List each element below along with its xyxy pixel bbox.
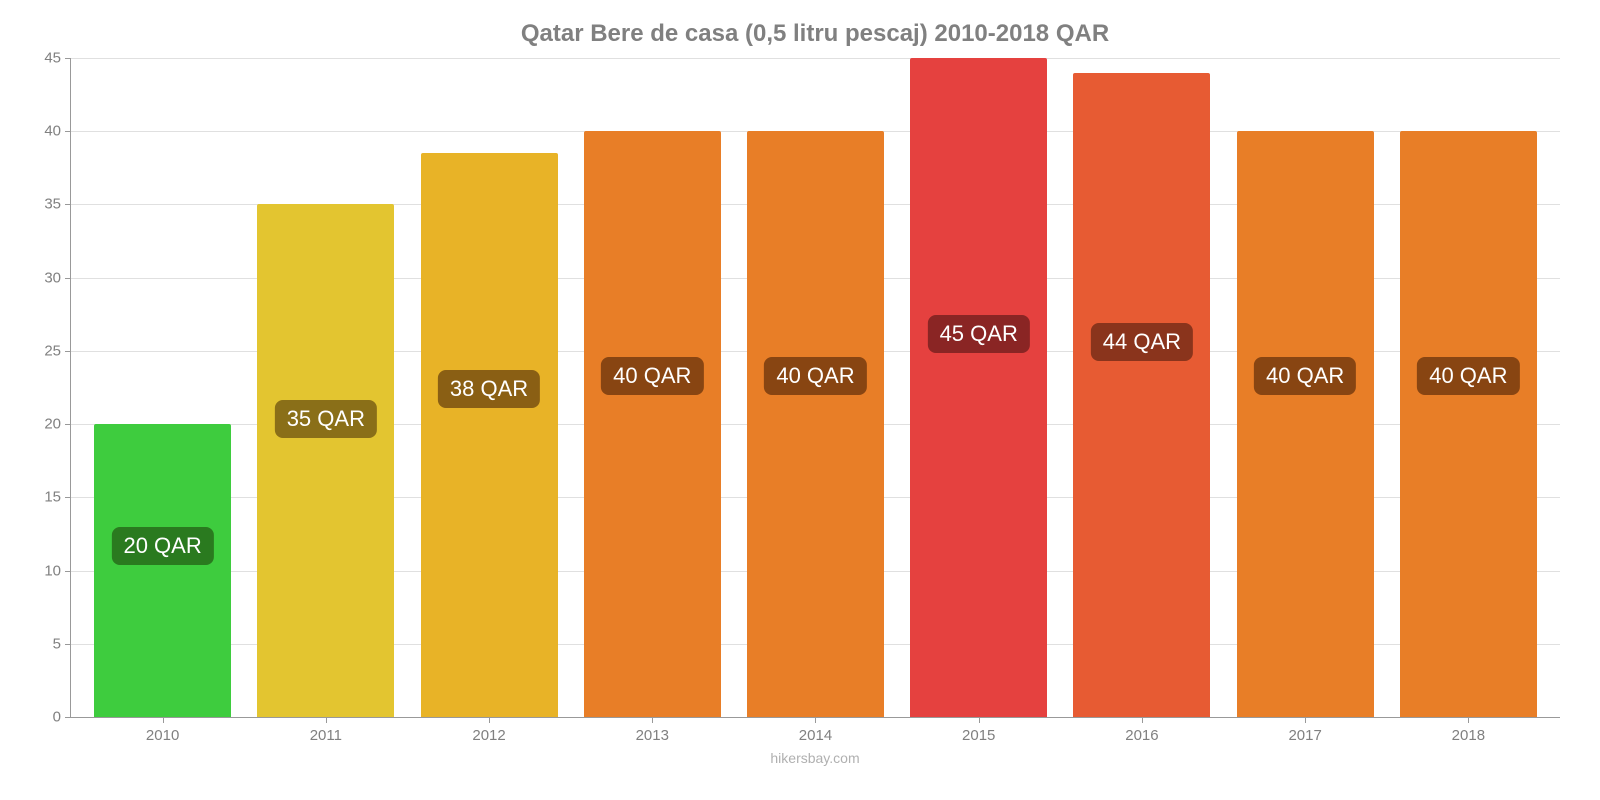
x-tick-mark — [163, 717, 164, 723]
bar-value-label: 40 QAR — [1254, 357, 1356, 395]
bar-slot: 40 QAR2017 — [1224, 58, 1387, 717]
x-tick-mark — [1142, 717, 1143, 723]
y-tick-label: 45 — [21, 50, 71, 67]
x-tick-mark — [979, 717, 980, 723]
bar: 38 QAR — [421, 153, 558, 717]
bar-value-label: 20 QAR — [111, 527, 213, 565]
y-tick-label: 35 — [21, 196, 71, 213]
bar-slot: 40 QAR2014 — [734, 58, 897, 717]
x-tick-mark — [815, 717, 816, 723]
y-tick-label: 0 — [21, 709, 71, 726]
x-tick-mark — [326, 717, 327, 723]
chart-container: Qatar Bere de casa (0,5 litru pescaj) 20… — [0, 0, 1600, 800]
attribution: hikersbay.com — [70, 750, 1560, 766]
y-tick-label: 25 — [21, 342, 71, 359]
bar-value-label: 44 QAR — [1091, 323, 1193, 361]
bar-slot: 38 QAR2012 — [407, 58, 570, 717]
bar-slot: 40 QAR2013 — [571, 58, 734, 717]
bar-slot: 20 QAR2010 — [81, 58, 244, 717]
y-tick-label: 10 — [21, 562, 71, 579]
chart-title: Qatar Bere de casa (0,5 litru pescaj) 20… — [70, 20, 1560, 48]
bar: 40 QAR — [1237, 131, 1374, 717]
x-tick-mark — [1468, 717, 1469, 723]
bar-value-label: 40 QAR — [1417, 357, 1519, 395]
bar-slot: 35 QAR2011 — [244, 58, 407, 717]
bar: 40 QAR — [747, 131, 884, 717]
bar-slot: 40 QAR2018 — [1387, 58, 1550, 717]
bar: 40 QAR — [1400, 131, 1537, 717]
bar-slot: 45 QAR2015 — [897, 58, 1060, 717]
x-tick-mark — [652, 717, 653, 723]
bar: 35 QAR — [257, 204, 394, 717]
bar-value-label: 45 QAR — [928, 315, 1030, 353]
bars-wrap: 20 QAR201035 QAR201138 QAR201240 QAR2013… — [71, 58, 1560, 717]
y-tick-label: 5 — [21, 635, 71, 652]
y-tick-label: 30 — [21, 269, 71, 286]
y-tick-label: 15 — [21, 489, 71, 506]
bar: 20 QAR — [94, 424, 231, 717]
bar-value-label: 38 QAR — [438, 370, 540, 408]
x-tick-mark — [1305, 717, 1306, 723]
y-tick-label: 20 — [21, 416, 71, 433]
y-tick-label: 40 — [21, 123, 71, 140]
x-tick-mark — [489, 717, 490, 723]
bar: 45 QAR — [910, 58, 1047, 717]
bar: 40 QAR — [584, 131, 721, 717]
plot-area: 051015202530354045 20 QAR201035 QAR20113… — [70, 58, 1560, 718]
bar-value-label: 40 QAR — [601, 357, 703, 395]
bar-value-label: 35 QAR — [275, 400, 377, 438]
bar-slot: 44 QAR2016 — [1060, 58, 1223, 717]
bar-value-label: 40 QAR — [764, 357, 866, 395]
bar: 44 QAR — [1073, 73, 1210, 717]
